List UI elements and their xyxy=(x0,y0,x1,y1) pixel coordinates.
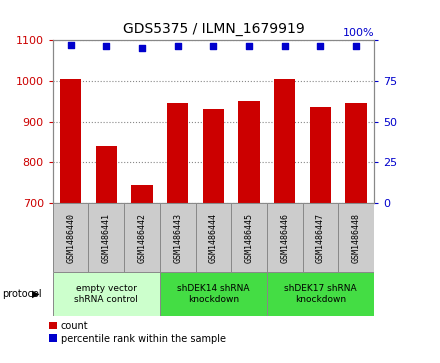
Point xyxy=(210,44,217,49)
Point xyxy=(246,44,253,49)
Point xyxy=(281,44,288,49)
Bar xyxy=(160,203,195,272)
Bar xyxy=(345,103,367,203)
Text: shDEK14 shRNA
knockdown: shDEK14 shRNA knockdown xyxy=(177,284,249,304)
Point xyxy=(67,42,74,48)
Bar xyxy=(203,109,224,203)
Text: 100%: 100% xyxy=(342,28,374,38)
Text: GSM1486447: GSM1486447 xyxy=(316,213,325,263)
Bar xyxy=(160,272,267,316)
Bar xyxy=(267,203,303,272)
Legend: count, percentile rank within the sample: count, percentile rank within the sample xyxy=(49,321,226,344)
Text: GSM1486445: GSM1486445 xyxy=(245,213,253,263)
Point xyxy=(174,44,181,49)
Text: GSM1486442: GSM1486442 xyxy=(138,213,147,263)
Point xyxy=(317,44,324,49)
Text: GSM1486443: GSM1486443 xyxy=(173,213,182,263)
Text: empty vector
shRNA control: empty vector shRNA control xyxy=(74,284,138,304)
Bar xyxy=(310,107,331,203)
Title: GDS5375 / ILMN_1679919: GDS5375 / ILMN_1679919 xyxy=(122,22,304,36)
Point xyxy=(139,45,146,51)
Text: GSM1486446: GSM1486446 xyxy=(280,213,289,263)
Point xyxy=(352,44,359,49)
Text: GSM1486441: GSM1486441 xyxy=(102,213,111,263)
Bar xyxy=(60,79,81,203)
Bar xyxy=(131,185,153,203)
Bar xyxy=(303,203,338,272)
Bar xyxy=(124,203,160,272)
Bar xyxy=(338,203,374,272)
Bar xyxy=(238,101,260,203)
Bar xyxy=(167,103,188,203)
Point xyxy=(103,44,110,49)
Text: protocol: protocol xyxy=(2,289,42,299)
Bar xyxy=(231,203,267,272)
Bar xyxy=(53,272,160,316)
Text: GSM1486440: GSM1486440 xyxy=(66,213,75,263)
Text: ▶: ▶ xyxy=(32,289,40,299)
Text: GSM1486444: GSM1486444 xyxy=(209,213,218,263)
Bar xyxy=(274,79,296,203)
Bar xyxy=(95,146,117,203)
Bar xyxy=(195,203,231,272)
Text: GSM1486448: GSM1486448 xyxy=(352,213,361,263)
Bar xyxy=(88,203,124,272)
Text: shDEK17 shRNA
knockdown: shDEK17 shRNA knockdown xyxy=(284,284,357,304)
Bar xyxy=(53,203,88,272)
Bar xyxy=(267,272,374,316)
